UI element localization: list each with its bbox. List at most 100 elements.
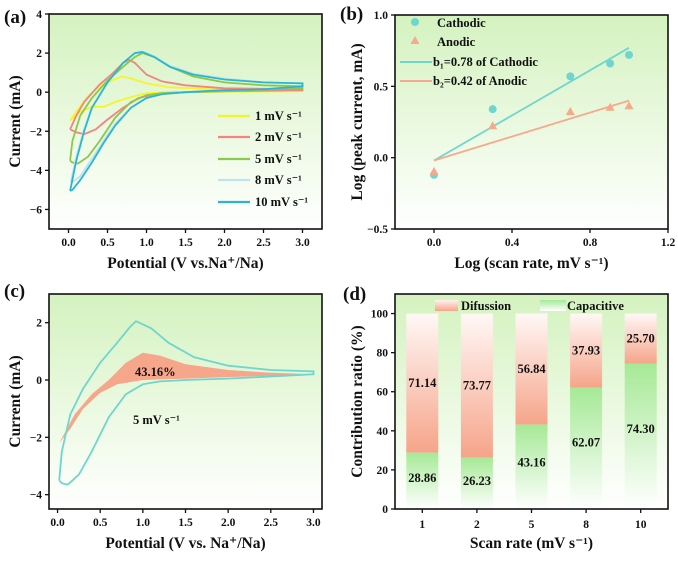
legend-label: Cathodic xyxy=(437,16,486,30)
y-tick-label: 0.0 xyxy=(374,153,389,165)
x-tick-label: 8 xyxy=(583,519,589,531)
x-tick-label: 5 xyxy=(529,519,535,531)
anodic-point xyxy=(624,101,634,110)
y-tick-label: −2 xyxy=(30,432,43,444)
bar-capacitive-8 xyxy=(570,387,603,509)
anodic-point xyxy=(488,121,498,130)
capacitive-percent-label: 43.16% xyxy=(135,365,176,379)
y-tick-label: −4 xyxy=(30,165,43,177)
legend-marker-cathodic xyxy=(411,18,419,26)
capacitive-region xyxy=(59,352,314,444)
y-axis-title: Current (mA) xyxy=(7,75,24,167)
y-tick-label: 4 xyxy=(36,9,42,21)
legend-label: Anodic xyxy=(437,35,476,49)
bar-diffusion-5 xyxy=(515,313,548,425)
panel-label-d: (d) xyxy=(343,284,366,305)
y-axis-title: Current (mA) xyxy=(7,355,24,447)
y-tick-label: 0 xyxy=(36,87,42,99)
x-tick-label: 10 xyxy=(635,519,647,531)
x-tick-label: 2.0 xyxy=(221,517,236,529)
cathodic-point xyxy=(625,50,633,59)
legend-label: Capacitive xyxy=(567,299,624,313)
diffusion-value-label: 71.14 xyxy=(408,376,437,390)
bar-capacitive-5 xyxy=(515,424,548,509)
panel-c-capacitive-cv xyxy=(45,293,323,513)
legend-label: 2 mV s⁻¹ xyxy=(255,130,302,144)
capacitive-value-label: 28.86 xyxy=(408,471,436,485)
y-tick-label: −2 xyxy=(30,126,43,138)
bar-capacitive-10 xyxy=(624,363,657,509)
legend-swatch-diffusion xyxy=(435,300,458,311)
panel-a-cv-curves xyxy=(45,13,323,233)
plot-background xyxy=(49,14,322,229)
capacitive-value-label: 62.07 xyxy=(572,435,600,449)
anodic-point xyxy=(605,102,615,111)
y-axis-title: Log (peak current, mA) xyxy=(349,43,366,200)
x-tick-label: 0.0 xyxy=(427,237,442,249)
x-axis-title: Scan rate (mV s⁻¹) xyxy=(470,535,593,552)
y-tick-label: 20 xyxy=(377,465,389,477)
diffusion-value-label: 73.77 xyxy=(463,379,491,393)
x-tick-label: 0.5 xyxy=(100,237,115,249)
y-tick-label: 40 xyxy=(377,426,389,438)
cathodic-point xyxy=(488,105,497,114)
x-axis-title: Potential (V vs.Na⁺/Na) xyxy=(107,255,263,272)
x-tick-label: 1.0 xyxy=(136,517,151,529)
legend-label: 10 mV s⁻¹ xyxy=(255,195,308,209)
anodic-point xyxy=(565,107,575,116)
panel-label-b: (b) xyxy=(340,4,363,25)
legend-label: 1 mV s⁻¹ xyxy=(255,109,302,123)
panel-d-contribution-bars xyxy=(391,293,669,513)
x-axis-title: Potential (V vs. Na⁺/Na) xyxy=(105,535,265,552)
x-tick-label: 0.0 xyxy=(61,237,76,249)
x-tick-label: 2.5 xyxy=(264,517,279,529)
y-tick-label: 0 xyxy=(36,375,42,387)
x-tick-label: 0.8 xyxy=(583,237,598,249)
legend-swatch-capacitive xyxy=(540,300,566,311)
x-tick-label: 2.5 xyxy=(256,237,271,249)
legend-label: Difussion xyxy=(461,299,511,313)
y-tick-label: −4 xyxy=(30,490,43,502)
bar-diffusion-8 xyxy=(570,313,603,388)
fit-line-1 xyxy=(433,99,630,162)
bar-diffusion-10 xyxy=(624,313,657,364)
bar-diffusion-2 xyxy=(460,313,493,458)
x-tick-label: 2 xyxy=(474,519,480,531)
cv-curve-series-4 xyxy=(69,51,304,192)
y-tick-label: 80 xyxy=(377,348,389,360)
plot-background xyxy=(395,15,668,229)
plot-border xyxy=(394,293,669,510)
legend-label: b₁=0.78 of Cathodic xyxy=(433,55,538,69)
anodic-point xyxy=(429,166,439,175)
diffusion-value-label: 56.84 xyxy=(517,362,546,376)
scan-rate-label: 5 mV s⁻¹ xyxy=(133,413,180,427)
cv-loop-5mv xyxy=(58,320,315,486)
legend-label: 8 mV s⁻¹ xyxy=(255,173,302,187)
cathodic-point xyxy=(566,72,575,81)
fit-line-0 xyxy=(433,47,630,162)
x-tick-label: 1.2 xyxy=(661,237,676,249)
y-axis-title: Contribution ratio (%) xyxy=(349,325,366,477)
y-tick-label: 2 xyxy=(36,318,42,330)
y-tick-label: 0 xyxy=(382,504,388,516)
x-tick-label: 1.5 xyxy=(178,237,193,249)
legend-marker-anodic xyxy=(410,36,420,44)
capacitive-value-label: 74.30 xyxy=(627,422,655,436)
panel-b-log-plot xyxy=(391,14,669,233)
y-tick-label: 60 xyxy=(377,387,389,399)
x-tick-label: 3.0 xyxy=(295,237,310,249)
y-tick-label: −0.5 xyxy=(367,224,388,236)
x-tick-label: 1 xyxy=(419,519,425,531)
x-tick-label: 3.0 xyxy=(306,517,321,529)
x-tick-label: 0.0 xyxy=(50,517,65,529)
x-tick-label: 2.0 xyxy=(217,237,232,249)
x-tick-label: 0.4 xyxy=(505,237,520,249)
y-tick-label: 2 xyxy=(36,48,42,60)
diffusion-value-label: 25.70 xyxy=(627,332,655,346)
y-tick-label: 0.5 xyxy=(374,81,389,93)
diffusion-value-label: 37.93 xyxy=(572,344,600,358)
panel-label-c: (c) xyxy=(4,281,25,302)
x-tick-label: 1.0 xyxy=(139,237,154,249)
capacitive-value-label: 26.23 xyxy=(463,474,491,488)
